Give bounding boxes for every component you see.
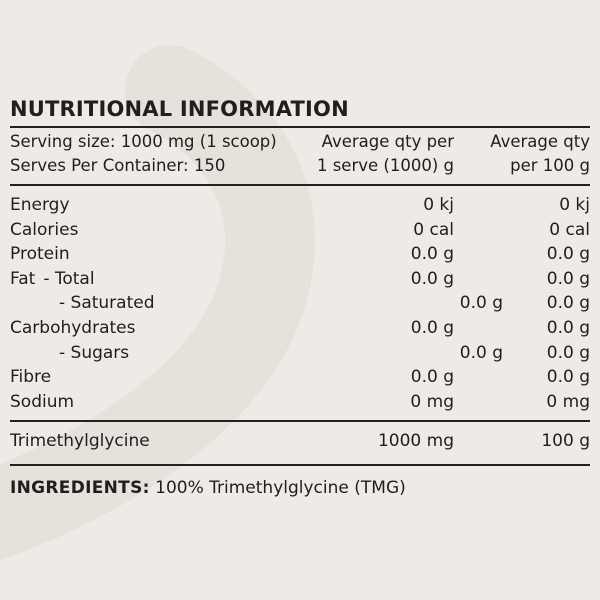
nutrient-label: Fat - Total	[10, 267, 290, 292]
nutrient-row-carbohydrates: Carbohydrates 0.0 g 0.0 g	[10, 316, 590, 341]
per-serve-value: 0 cal	[413, 219, 454, 240]
nutrient-row-sodium: Sodium 0 mg 0 mg	[10, 390, 590, 415]
nutrient-label: Fibre	[10, 367, 52, 388]
nutrient-row-fibre: Fibre 0.0 g 0.0 g	[10, 365, 590, 390]
col3-heading-line1: Average qty	[490, 132, 590, 151]
nutrient-label: Calories	[10, 219, 79, 240]
nutrient-label: Trimethylglycine	[10, 431, 150, 452]
per-serve-value: 0.0 g	[410, 317, 454, 338]
nutrient-label: Carbohydrates	[10, 317, 136, 338]
per-serve-value: 1000 mg	[377, 431, 454, 452]
nutrition-panel: NUTRITIONAL INFORMATION Serving size: 10…	[10, 96, 590, 500]
header-row-2: Serves Per Container: 150 1 serve (1000)…	[10, 154, 590, 178]
per-100g-value: 0.0 g	[546, 244, 590, 265]
nutrient-table: Energy 0 kj 0 kj Calories 0 cal 0 cal Pr…	[10, 186, 590, 423]
nutrient-label: Energy	[10, 195, 70, 215]
per-serve-value: 0 mg	[410, 391, 454, 412]
ingredients-heading: INGREDIENTS:	[10, 477, 150, 498]
per-serve-value: 0.0 g	[459, 293, 503, 314]
serving-size: Serving size: 1000 mg (1 scoop)	[10, 132, 277, 151]
ingredients-text: 100% Trimethylglycine (TMG)	[149, 477, 406, 498]
per-100g-value: 0 cal	[549, 219, 590, 240]
nutrient-row-protein: Protein 0.0 g 0.0 g	[10, 242, 590, 267]
per-serve-value: 0 kj	[423, 195, 454, 215]
nutrient-label: - Sugars	[59, 342, 130, 363]
nutrient-row-trimethylglycine: Trimethylglycine 1000 mg 100 g	[10, 429, 590, 454]
nutrient-row-energy: Energy 0 kj 0 kj	[10, 193, 590, 218]
nutrient-row-sugars: - Sugars 0.0 g 0.0 g	[10, 341, 590, 366]
per-100g-value: 0 kj	[559, 195, 590, 215]
col2-heading-line1: Average qty per	[321, 132, 454, 151]
ingredients-line: INGREDIENTS: 100% Trimethylglycine (TMG)	[10, 466, 590, 500]
nutrient-label: Sodium	[10, 391, 75, 412]
nutrient-label: Protein	[10, 244, 70, 265]
per-100g-value: 0 mg	[546, 391, 590, 412]
nutrient-row-calories: Calories 0 cal 0 cal	[10, 218, 590, 243]
active-ingredient-section: Trimethylglycine 1000 mg 100 g	[10, 422, 590, 466]
per-100g-value: 100 g	[541, 431, 590, 452]
serves-per-container: Serves Per Container: 150	[10, 156, 226, 175]
per-100g-value: 0.0 g	[546, 268, 590, 289]
nutrient-label: - Saturated	[59, 293, 155, 314]
fat-total-sublabel: - Total	[43, 268, 95, 289]
nutrient-row-saturated: - Saturated 0.0 g 0.0 g	[10, 291, 590, 316]
fat-label: Fat	[10, 268, 36, 289]
per-serve-value: 0.0 g	[410, 367, 454, 388]
panel-title: NUTRITIONAL INFORMATION	[10, 96, 590, 128]
per-serve-value: 0.0 g	[410, 268, 454, 289]
col3-heading-line2: per 100 g	[510, 156, 590, 175]
per-100g-value: 0.0 g	[546, 317, 590, 338]
col2-heading-line2: 1 serve (1000) g	[316, 156, 454, 175]
per-100g-value: 0.0 g	[546, 293, 590, 314]
per-serve-value: 0.0 g	[410, 244, 454, 265]
per-100g-value: 0.0 g	[546, 367, 590, 388]
per-serve-value: 0.0 g	[459, 342, 503, 363]
nutrient-row-fat-total: Fat - Total 0.0 g 0.0 g	[10, 267, 590, 292]
per-100g-value: 0.0 g	[546, 342, 590, 363]
header-row-1: Serving size: 1000 mg (1 scoop) Average …	[10, 130, 590, 154]
serving-header: Serving size: 1000 mg (1 scoop) Average …	[10, 128, 590, 186]
